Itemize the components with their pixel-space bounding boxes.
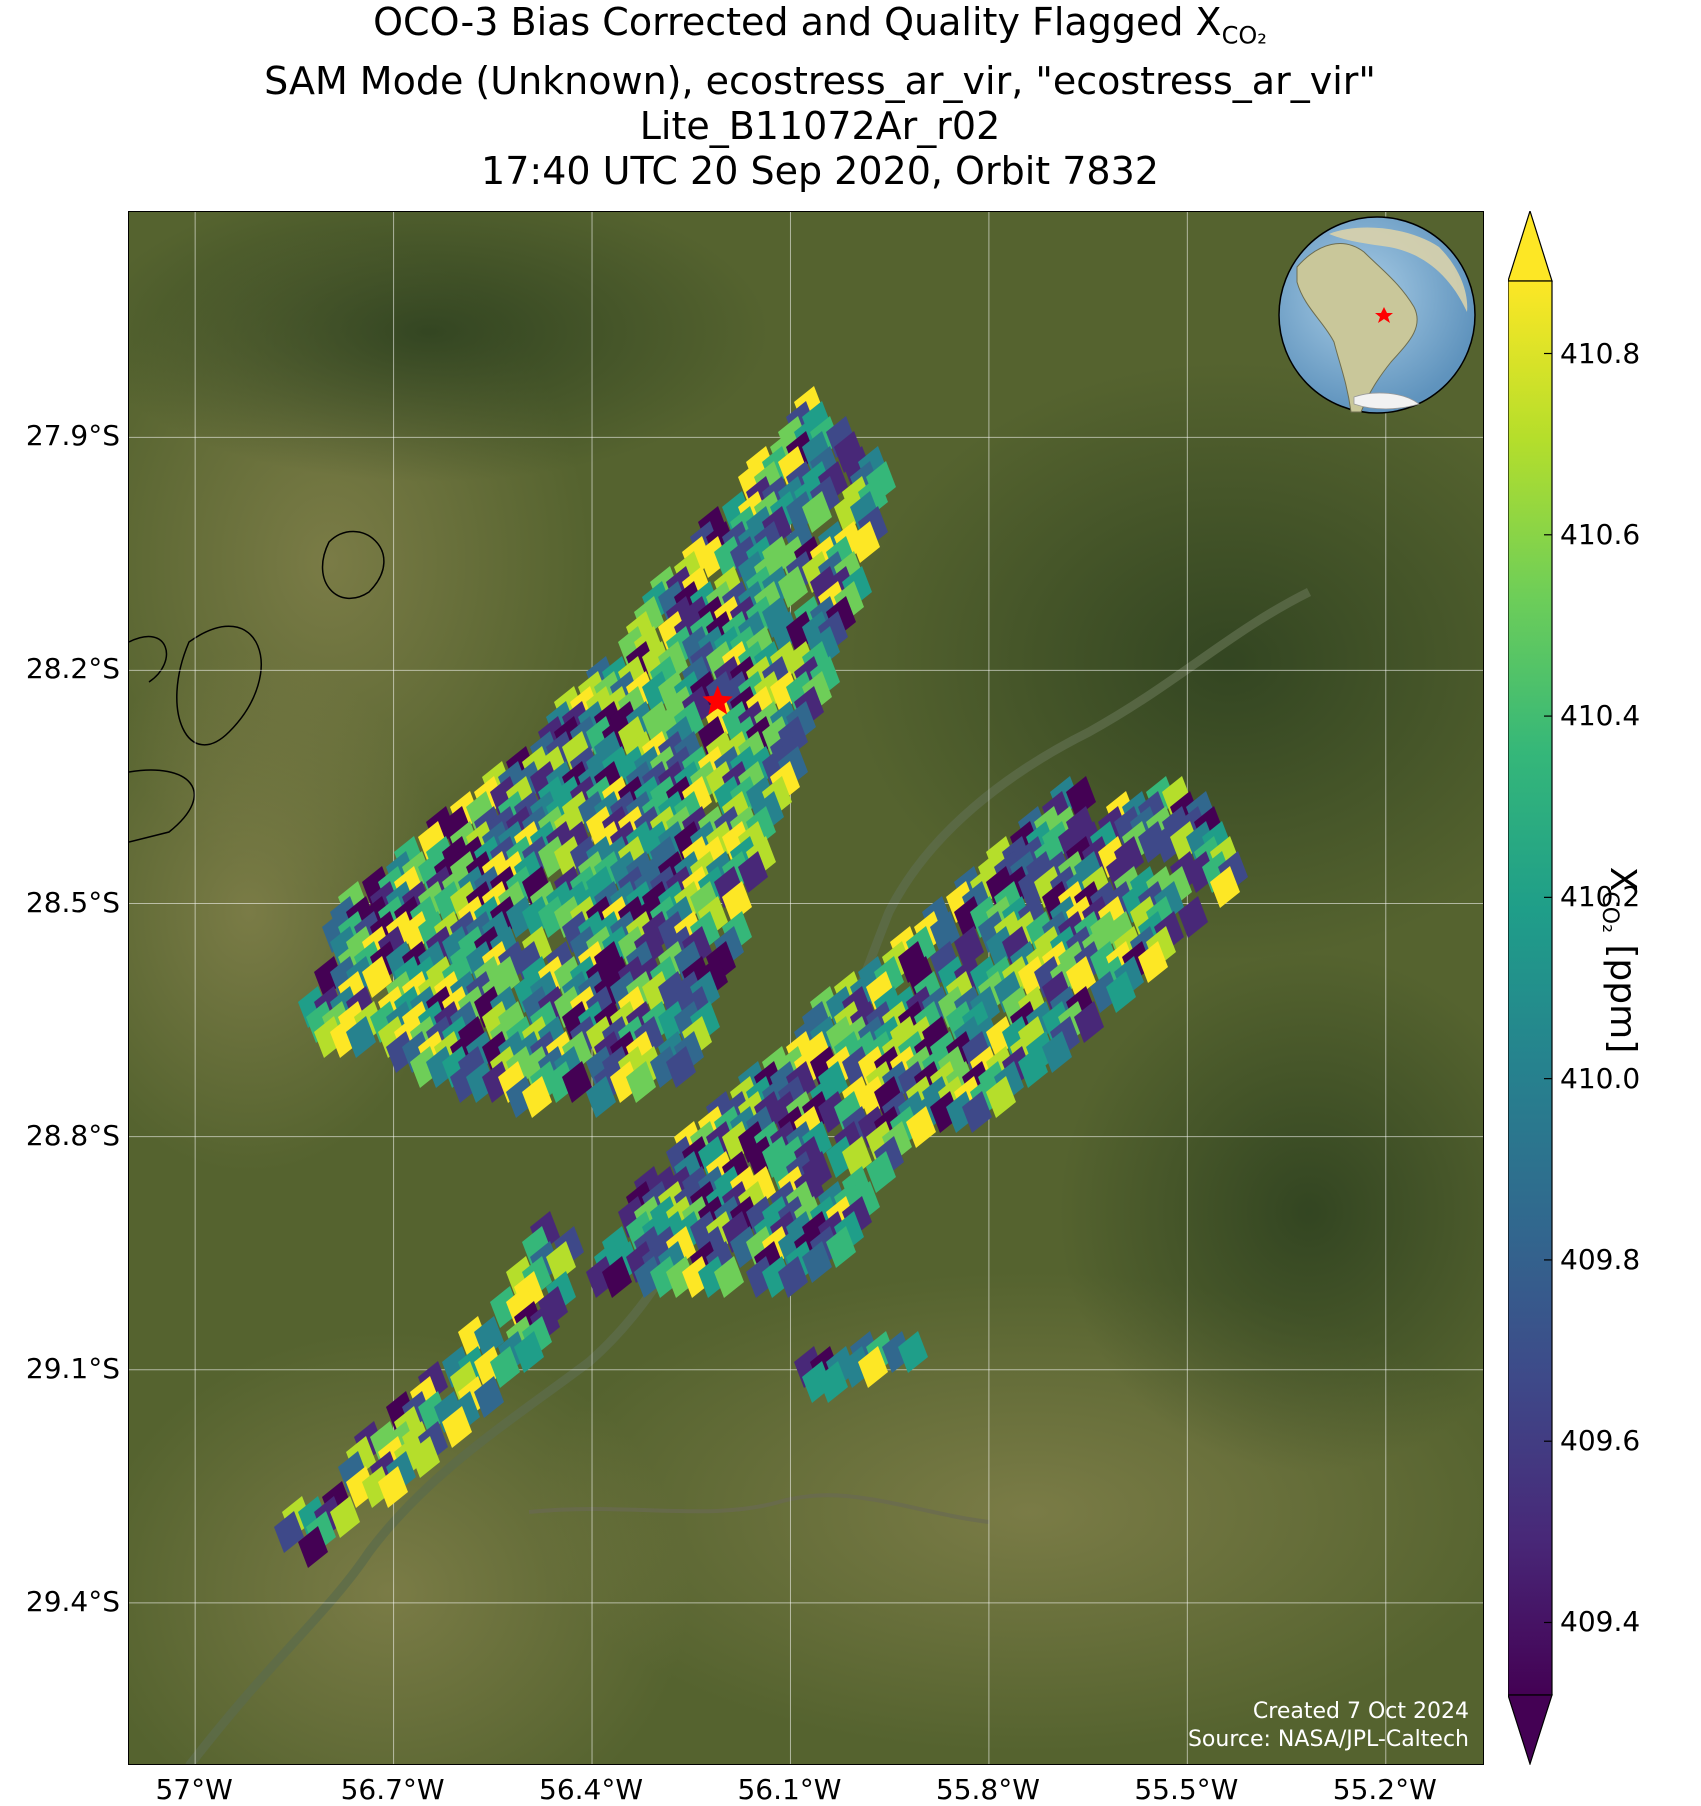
contour-line-west [129, 625, 262, 843]
sounding-cell [474, 1316, 504, 1358]
sounding-cell [346, 1016, 376, 1058]
credit-text: Created 7 Oct 2024 Source: NASA/JPL-Calt… [1188, 1698, 1469, 1754]
sounding-cell [586, 1076, 616, 1118]
sounding-cell [362, 956, 392, 998]
sounding-cell [930, 911, 960, 953]
sounding-cell [818, 1361, 848, 1403]
sounding-cell [1210, 866, 1240, 908]
sounding-cell [906, 1106, 936, 1148]
sounding-cell [546, 1241, 576, 1283]
sounding-cell [962, 1091, 992, 1133]
title-line-3: Lite_B11072Ar_r02 [639, 103, 1001, 148]
title-line-2: SAM Mode (Unknown), ecostress_ar_vir, "e… [264, 58, 1376, 103]
sounding-cell [898, 1331, 928, 1373]
lon-tick-label: 56.1°W [737, 1773, 842, 1806]
xco2-soundings [274, 386, 1248, 1568]
lon-tick-label: 56.4°W [539, 1773, 644, 1806]
sounding-cell [378, 1466, 408, 1508]
sounding-cell [842, 1136, 872, 1178]
globe-target-star-icon [1375, 307, 1393, 323]
lat-tick-label: 28.5°S [25, 885, 120, 919]
map-panel: Created 7 Oct 2024 Source: NASA/JPL-Calt… [128, 211, 1484, 1765]
created-date: Created 7 Oct 2024 [1252, 1699, 1469, 1724]
sounding-cell [802, 491, 832, 533]
sounding-cell [1106, 971, 1136, 1013]
lat-tick-label: 28.2°S [25, 652, 120, 686]
contour-line [321, 530, 385, 599]
colorbar [1508, 211, 1553, 1765]
sounding-cell [738, 851, 768, 893]
sounding-cell [1018, 1046, 1048, 1088]
sounding-cell [474, 1376, 504, 1418]
map-canvas [129, 212, 1483, 1764]
sounding-cell [1178, 896, 1208, 938]
colorbar-extend-min [1508, 1694, 1553, 1765]
target-marker [702, 685, 733, 715]
sounding-cell [1074, 1001, 1104, 1043]
colorbar-tick-label: 410.4 [1560, 699, 1641, 733]
chart-title: OCO-3 Bias Corrected and Quality Flagged… [0, 0, 1640, 194]
colorbar-tick-label: 409.4 [1560, 1605, 1641, 1639]
lon-tick-label: 55.8°W [935, 1773, 1040, 1806]
sounding-cell [858, 1346, 888, 1388]
sounding-cell [954, 926, 984, 968]
sounding-cell [714, 1256, 744, 1298]
colorbar-tick-label: 409.6 [1560, 1424, 1641, 1458]
sounding-cell [274, 1511, 304, 1553]
lon-tick-label: 55.5°W [1134, 1773, 1239, 1806]
lat-tick-label: 28.8°S [25, 1118, 120, 1152]
title-line-4: 17:40 UTC 20 Sep 2020, Orbit 7832 [481, 148, 1159, 193]
title-line-1: OCO-3 Bias Corrected and Quality Flagged… [373, 0, 1267, 50]
sounding-cell [722, 881, 752, 923]
sounding-cell [850, 521, 880, 563]
sounding-cell [802, 1241, 832, 1283]
sounding-cell [778, 566, 808, 608]
sounding-cell [562, 1061, 592, 1103]
sounding-cell [298, 1526, 328, 1568]
colorbar-extend-max [1508, 211, 1553, 282]
lat-tick-label: 27.9°S [25, 419, 120, 453]
sounding-cell [410, 1436, 440, 1478]
sounding-cell [1138, 941, 1168, 983]
colorbar-tick-label: 410.0 [1560, 1061, 1641, 1095]
colorbar-label: XCO₂ [ppm] [1596, 866, 1644, 1054]
colorbar-tick-label: 410.2 [1560, 880, 1641, 914]
colorbar-tick-label: 410.6 [1560, 517, 1641, 551]
data-source: Source: NASA/JPL-Caltech [1187, 1727, 1469, 1752]
sounding-cell [866, 1151, 896, 1193]
lon-tick-label: 55.2°W [1332, 1773, 1437, 1806]
sounding-cell [986, 1076, 1016, 1118]
colorbar-tick-label: 410.8 [1560, 336, 1641, 370]
sounding-cell [826, 1226, 856, 1268]
sounding-cell [514, 1331, 544, 1373]
globe-icon [1278, 216, 1476, 414]
sounding-cell [1066, 776, 1096, 818]
colorbar-gradient [1508, 280, 1553, 1696]
colorbar-tick-label: 409.8 [1560, 1242, 1641, 1276]
sounding-cell [602, 1256, 632, 1298]
sounding-cell [330, 1496, 360, 1538]
sounding-cell [522, 1076, 552, 1118]
sounding-cell [666, 1046, 696, 1088]
river-tributary [528, 1493, 990, 1524]
lat-tick-label: 29.1°S [25, 1351, 120, 1385]
sounding-cell [1066, 956, 1096, 998]
lon-tick-label: 57°W [155, 1773, 233, 1806]
sounding-cell [626, 1061, 656, 1103]
sounding-cell [490, 1346, 520, 1388]
lat-tick-label: 29.4°S [25, 1584, 120, 1618]
sounding-cell [442, 1406, 472, 1448]
sounding-cell [778, 1256, 808, 1298]
target-star-icon [702, 685, 733, 715]
lon-tick-label: 56.7°W [340, 1773, 445, 1806]
sounding-cell [1042, 1031, 1072, 1073]
